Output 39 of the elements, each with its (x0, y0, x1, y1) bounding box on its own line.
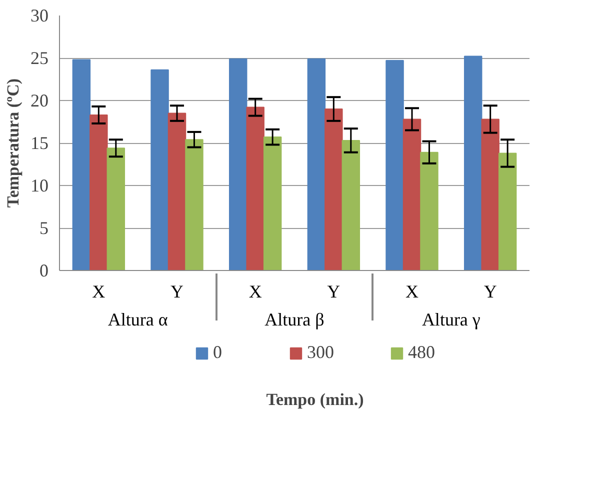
bar (324, 108, 343, 270)
bar (228, 58, 248, 270)
bar (90, 114, 108, 270)
text: Altura β (264, 310, 324, 330)
y-tick-label: 20 (30, 90, 48, 110)
legend-label: 300 (307, 342, 334, 363)
bar (246, 106, 264, 270)
bar (307, 58, 326, 270)
y-tick-label: 0 (40, 260, 48, 280)
y-axis-title: Temperatura (ºC) (4, 78, 22, 208)
bar (72, 59, 91, 270)
bar (342, 140, 360, 270)
y-tick-label: 30 (30, 6, 48, 26)
text: Altura α (108, 310, 168, 330)
bar (263, 136, 282, 270)
bar (185, 139, 204, 270)
bar (402, 118, 422, 270)
y-tick-label: 25 (30, 48, 48, 68)
legend-label: 0 (213, 342, 223, 363)
bar (106, 148, 126, 270)
x-tick-label: Y (170, 282, 184, 302)
bar (150, 69, 169, 270)
bar (168, 112, 186, 270)
bar (498, 152, 517, 270)
x-tick-label: Y (484, 282, 497, 302)
x-tick-label: X (92, 282, 106, 302)
x-tick-label: Y (327, 282, 340, 302)
bar (464, 56, 482, 270)
y-tick-label: 5 (40, 218, 48, 238)
x-tick-label: X (248, 282, 262, 302)
y-tick-label: 15 (30, 133, 48, 153)
legend-title: Tempo (min.) (266, 390, 364, 409)
y-tick-label: 10 (30, 176, 48, 196)
legend-label: 480 (408, 342, 435, 363)
bar (420, 152, 438, 270)
bar (481, 118, 500, 270)
text: Altura γ (422, 310, 480, 330)
bar (386, 60, 404, 270)
x-tick-label: X (406, 282, 418, 302)
